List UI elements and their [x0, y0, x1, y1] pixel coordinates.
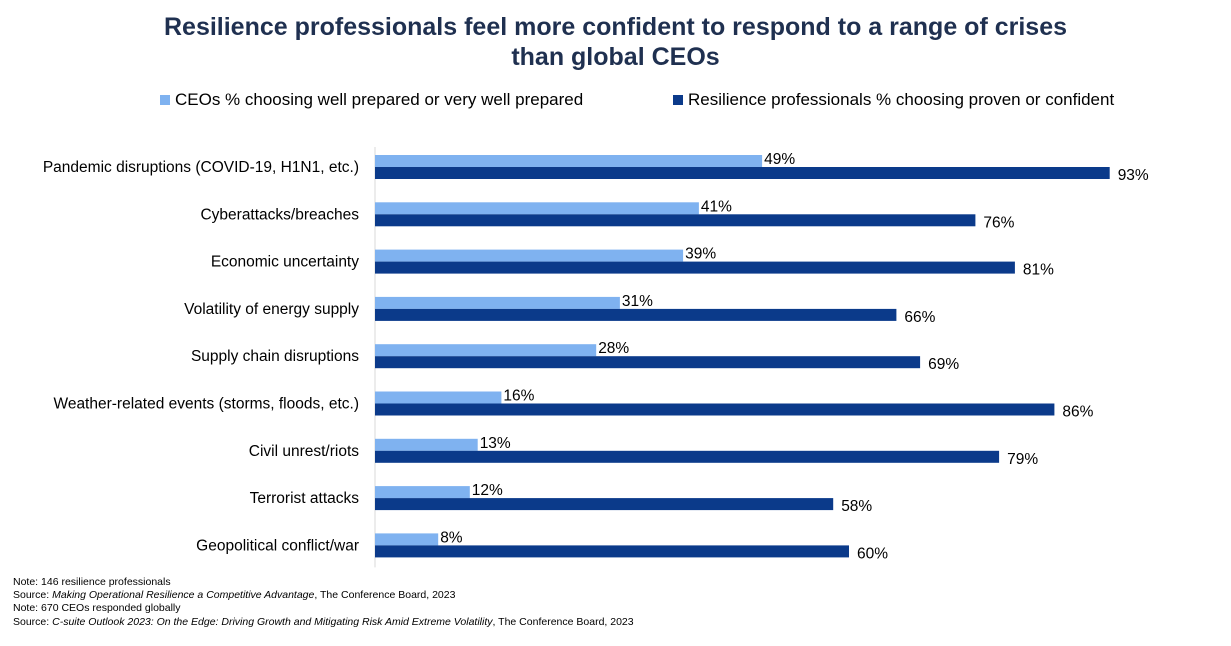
note-line-1: Note: 146 resilience professionals	[13, 576, 171, 588]
bar-ceos	[375, 155, 763, 167]
data-label-resilience: 76%	[983, 214, 1014, 231]
chart-title-line-2: than global CEOs	[511, 43, 720, 71]
data-label-resilience: 86%	[1062, 404, 1093, 421]
bar-resilience	[375, 167, 1110, 179]
data-label-ceos: 31%	[622, 293, 653, 310]
bar-resilience	[375, 403, 1055, 416]
bar-resilience	[375, 545, 849, 558]
note-line-3: Note: 670 CEOs responded globally	[13, 602, 181, 615]
bar-resilience	[375, 261, 1015, 274]
bar-resilience	[375, 356, 921, 369]
legend-swatch-resilience	[673, 95, 683, 105]
chart-notes: Note: 146 resilience professionals Sourc…	[13, 576, 634, 629]
bar-ceos	[375, 202, 699, 215]
category-label: Pandemic disruptions (COVID-19, H1N1, et…	[43, 159, 359, 176]
data-label-resilience: 81%	[1023, 262, 1054, 279]
data-label-ceos: 41%	[701, 198, 732, 215]
bar-ceos	[375, 486, 470, 499]
data-label-ceos: 16%	[503, 388, 534, 405]
data-label-ceos: 28%	[598, 340, 629, 357]
bar-resilience	[375, 214, 976, 227]
bar-ceos	[375, 344, 597, 357]
bar-ceos	[375, 391, 502, 404]
chart-legend: CEOs % choosing well prepared or very we…	[0, 90, 1231, 112]
category-label: Civil unrest/riots	[249, 443, 359, 460]
data-label-resilience: 69%	[928, 356, 959, 373]
data-label-ceos: 13%	[480, 435, 511, 452]
bar-ceos	[375, 438, 478, 451]
note-line-2: Source: Making Operational Resilience a …	[13, 589, 456, 602]
category-label: Terrorist attacks	[250, 490, 360, 507]
data-label-resilience: 60%	[857, 545, 888, 562]
chart-title: Resilience professionals feel more confi…	[0, 12, 1231, 72]
legend-label-resilience: Resilience professionals % choosing prov…	[688, 90, 1115, 109]
bar-resilience	[375, 308, 897, 321]
category-label: Economic uncertainty	[211, 254, 359, 271]
data-label-resilience: 93%	[1118, 167, 1149, 184]
bar-resilience	[375, 450, 1000, 463]
category-label: Geopolitical conflict/war	[196, 537, 359, 554]
category-label: Volatility of energy supply	[184, 301, 359, 318]
data-label-ceos: 49%	[764, 151, 795, 168]
data-label-ceos: 39%	[685, 246, 716, 263]
category-label: Cyberattacks/breaches	[200, 206, 359, 223]
bar-resilience	[375, 498, 834, 511]
bar-ceos	[375, 249, 684, 262]
legend-swatch-ceos	[160, 95, 170, 105]
legend-item-resilience: Resilience professionals % choosing prov…	[673, 90, 1114, 110]
legend-item-ceos: CEOs % choosing well prepared or very we…	[160, 90, 583, 110]
data-label-ceos: 8%	[440, 529, 463, 546]
data-label-resilience: 58%	[841, 498, 872, 515]
data-label-resilience: 66%	[904, 309, 935, 326]
category-label: Supply chain disruptions	[191, 348, 359, 365]
legend-label-ceos: CEOs % choosing well prepared or very we…	[175, 90, 584, 109]
data-label-ceos: 12%	[472, 482, 503, 499]
data-label-resilience: 79%	[1007, 451, 1038, 468]
category-label: Weather-related events (storms, floods, …	[53, 396, 359, 413]
chart-title-line-1: Resilience professionals feel more confi…	[163, 13, 1067, 41]
note-line-4: Source: C-suite Outlook 2023: On the Edg…	[13, 615, 634, 628]
bar-ceos	[375, 296, 620, 309]
bar-ceos	[375, 533, 439, 546]
